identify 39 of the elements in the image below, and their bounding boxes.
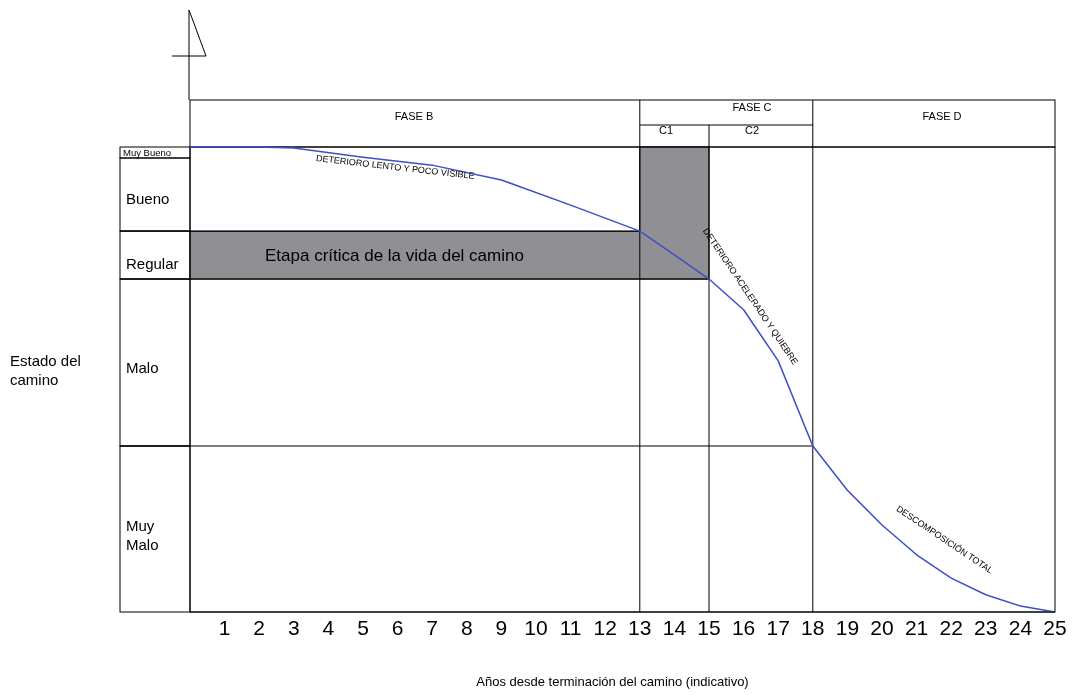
- x-tick-label: 20: [870, 615, 894, 639]
- text: C2: [744, 124, 760, 136]
- x-tick-label: 23: [974, 615, 998, 639]
- text: FASE B: [394, 110, 434, 122]
- text: Bueno: [126, 190, 170, 207]
- x-axis-title: Años desde terminación del camino (indicativo): [476, 674, 749, 689]
- x-tick-label: 2: [253, 615, 266, 639]
- text: FASE C: [732, 101, 772, 113]
- x-tick-label: 25: [1043, 615, 1067, 639]
- x-tick-label: 15: [697, 615, 721, 639]
- x-tick-label: 16: [731, 615, 756, 639]
- text: FASE D: [922, 110, 962, 122]
- x-tick-label: 22: [939, 615, 963, 639]
- x-tick-label: 14: [662, 615, 687, 639]
- x-tick-label: 6: [391, 615, 404, 639]
- annotation: Etapa crítica de la vida del camino: [265, 246, 524, 265]
- text: C1: [658, 124, 674, 136]
- text: Muy Malo: [126, 517, 159, 553]
- x-tick-label: 1: [218, 615, 231, 639]
- annotation: DETERIORO LENTO Y POCO VISIBLE: [315, 153, 476, 182]
- x-tick-label: 18: [801, 615, 825, 639]
- x-tick-label: 17: [766, 615, 790, 639]
- text: Regular: [126, 255, 179, 272]
- x-tick-label: 10: [524, 615, 548, 639]
- x-tick-label: 8: [460, 615, 473, 639]
- x-tick-label: 19: [835, 615, 860, 639]
- x-tick-label: 13: [628, 615, 652, 639]
- x-tick-label: 5: [357, 615, 369, 639]
- x-tick-label: 3: [287, 615, 300, 639]
- text: Estado del camino: [10, 352, 81, 388]
- x-tick-label: 24: [1008, 615, 1033, 639]
- x-tick-label: 9: [495, 615, 508, 639]
- x-tick-label: 21: [904, 615, 929, 639]
- x-tick-label: 7: [426, 615, 439, 639]
- x-tick-label: 12: [593, 615, 617, 639]
- x-tick-label: 11: [559, 615, 582, 639]
- text: Malo: [126, 359, 159, 376]
- x-tick-label: 4: [322, 615, 335, 639]
- text: Muy Bueno: [123, 147, 172, 158]
